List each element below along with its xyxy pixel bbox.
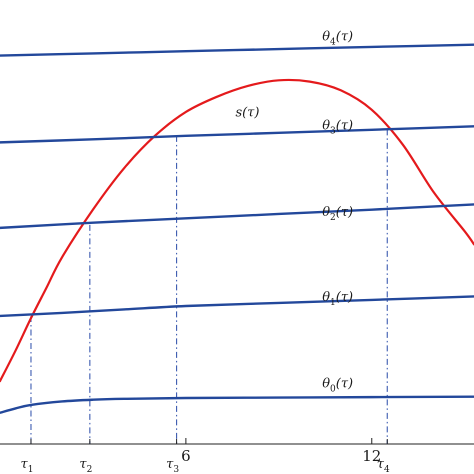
series-line-theta-1 (0, 295, 474, 318)
series-lines (0, 43, 474, 414)
tau-label-3: τ3 (166, 457, 179, 474)
curve-labels: s(τ) θ4(τ) θ3(τ) θ2(τ) θ1(τ) θ0(τ) τ1 τ2 τ3 τ4 (21, 29, 390, 474)
series-label-theta-1: θ1(τ) (322, 290, 353, 308)
series-line-theta-0 (0, 395, 474, 414)
series-line-s (0, 78, 474, 383)
series-label-s: s(τ) (235, 105, 259, 120)
series-label-theta-0: θ0(τ) (322, 377, 353, 395)
series-label-theta-3: θ3(τ) (322, 118, 353, 136)
series-line-theta-2 (0, 203, 474, 230)
x-ticks: 6 12 (30, 438, 388, 465)
series-line-theta-3 (0, 125, 474, 144)
series-line-theta-4 (0, 43, 474, 57)
tau-label-1: τ1 (21, 457, 34, 474)
tau-label-2: τ2 (79, 457, 92, 474)
x-tick-label-6: 6 (181, 447, 191, 465)
series-label-theta-4: θ4(τ) (322, 29, 353, 47)
x-tick-label-12: 12 (362, 447, 381, 465)
series-label-theta-2: θ2(τ) (322, 205, 353, 223)
intersection-guides (30, 129, 388, 444)
tau-label-4: τ4 (377, 457, 390, 474)
